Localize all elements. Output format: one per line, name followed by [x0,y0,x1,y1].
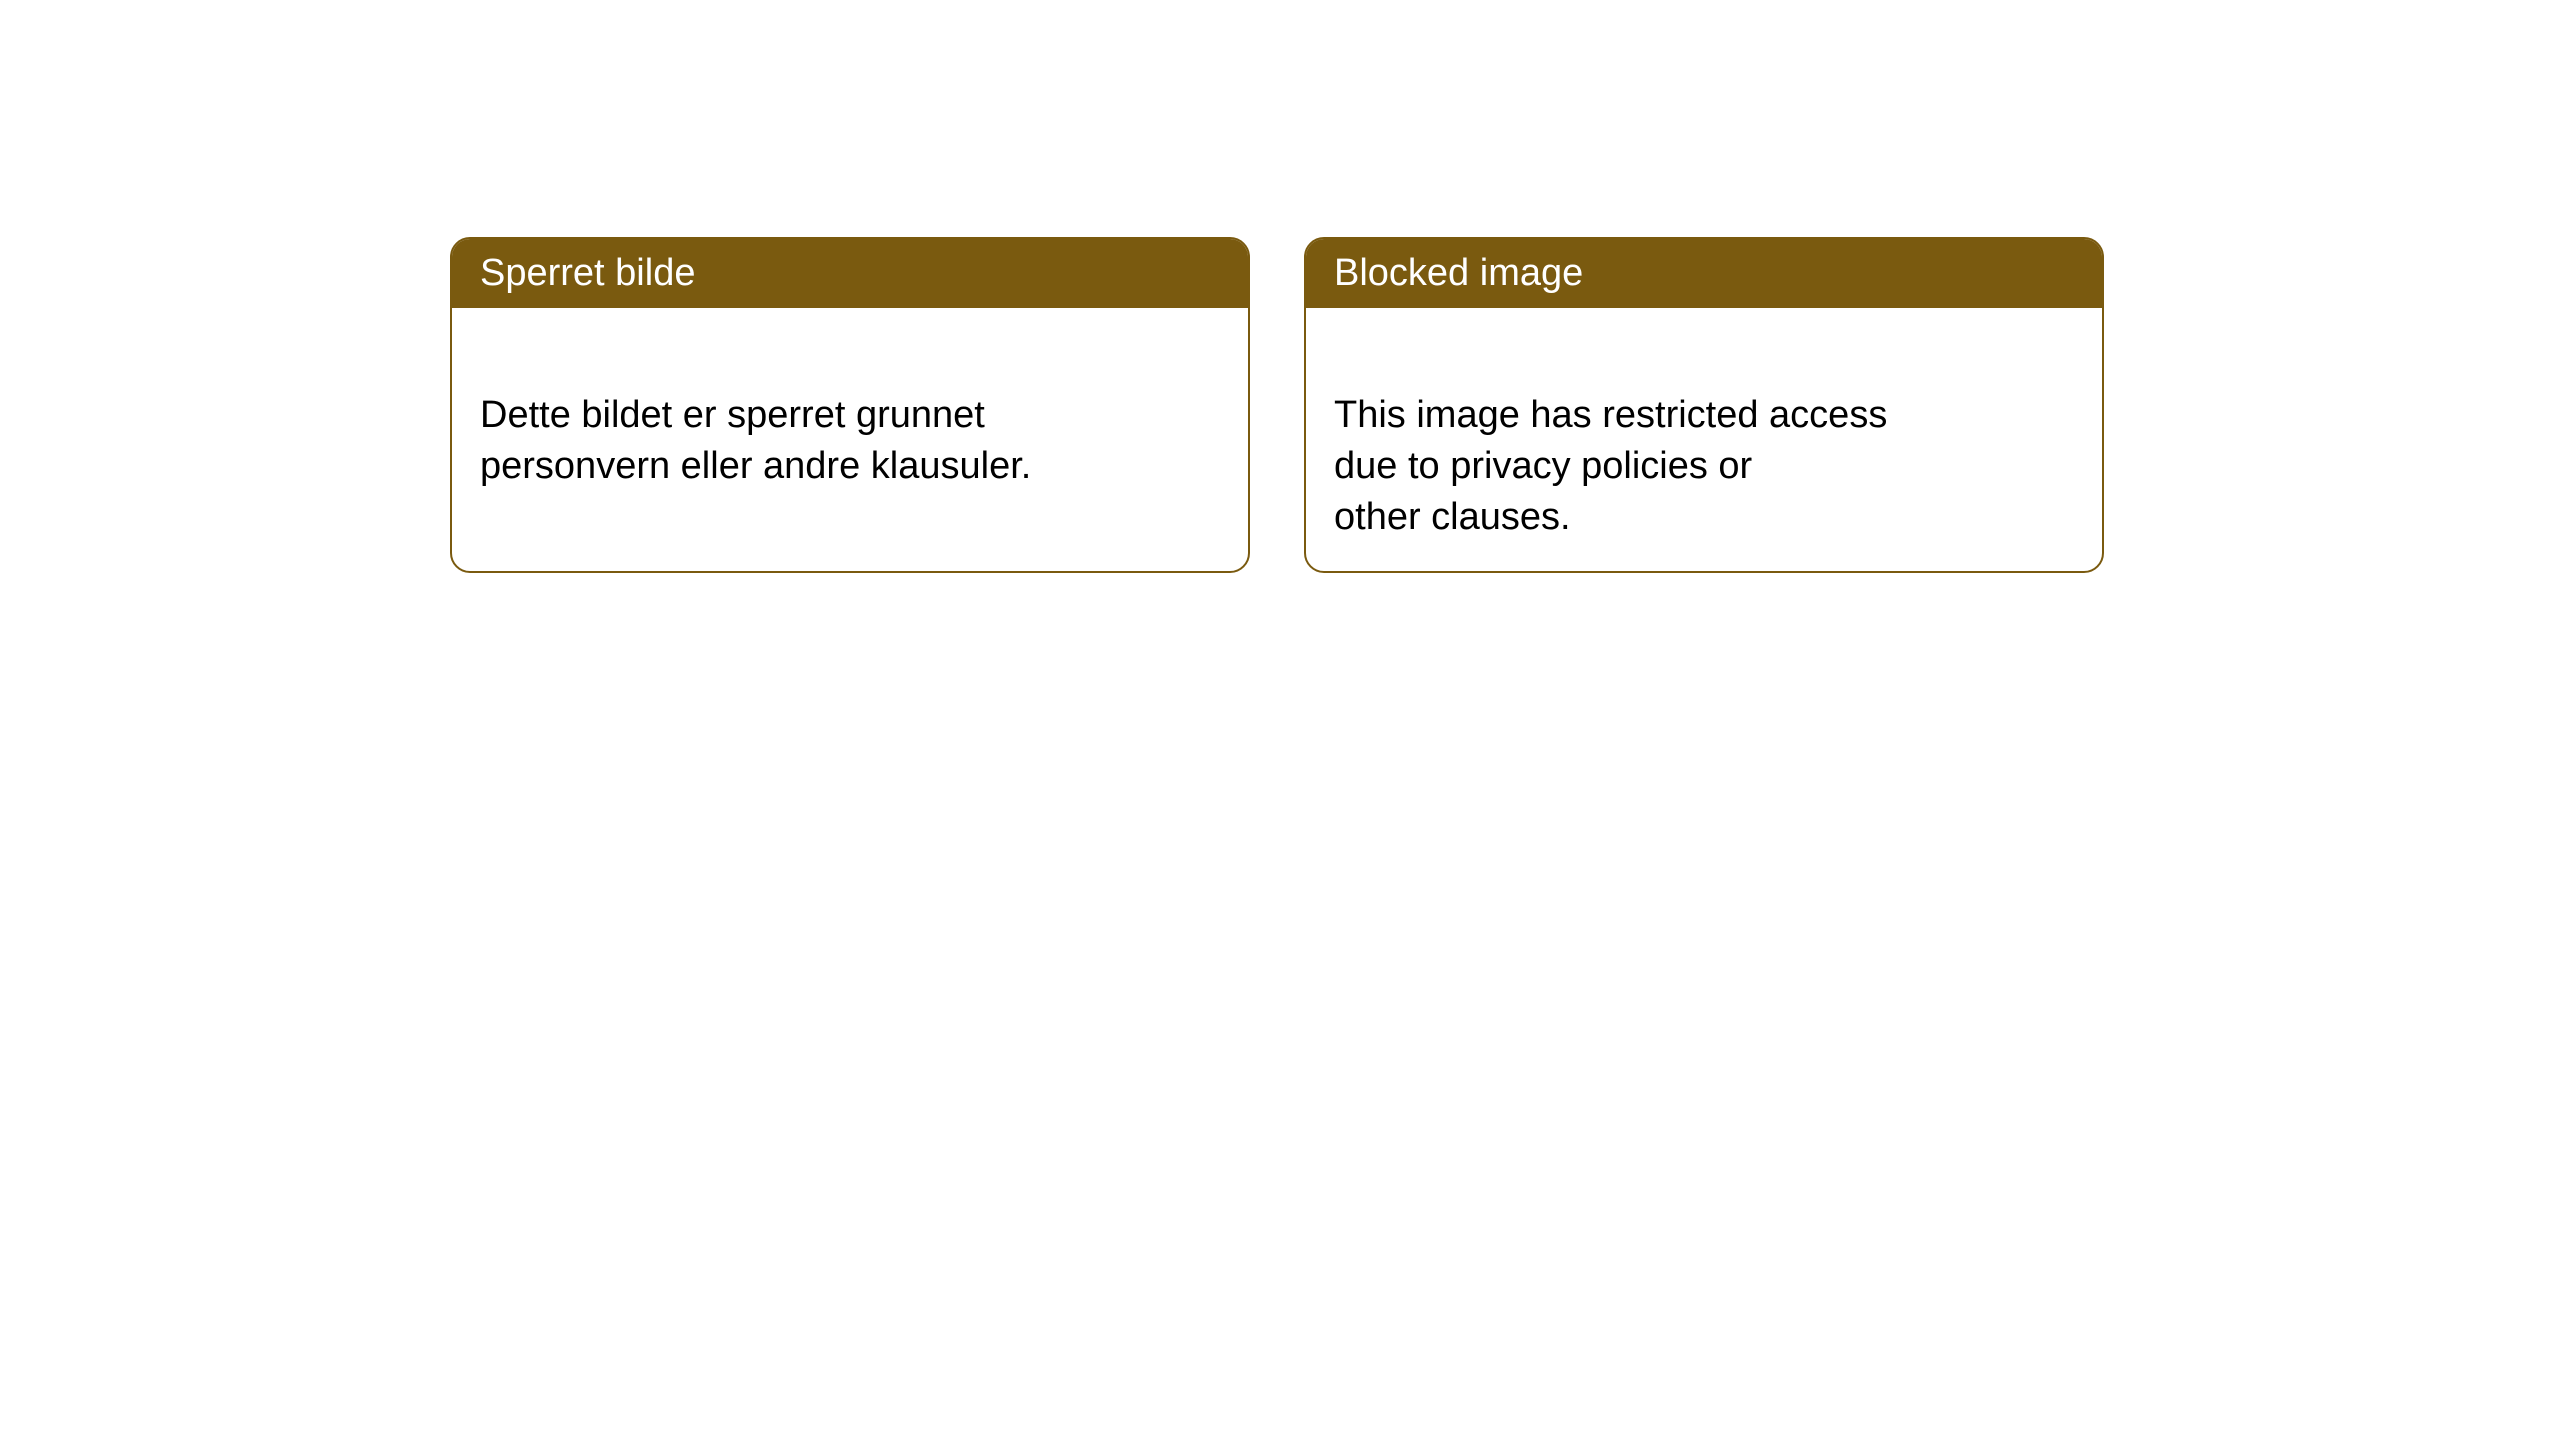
notice-box-english: Blocked image This image has restricted … [1304,237,2104,573]
notice-body-text: This image has restricted access due to … [1334,394,1887,539]
notice-header: Blocked image [1306,239,2102,308]
notice-body: Dette bildet er sperret grunnet personve… [452,308,1248,522]
notice-title: Blocked image [1334,252,1583,294]
notice-header: Sperret bilde [452,239,1248,308]
notice-body-text: Dette bildet er sperret grunnet personve… [480,394,1031,487]
notice-body: This image has restricted access due to … [1306,308,2102,573]
notice-box-norwegian: Sperret bilde Dette bildet er sperret gr… [450,237,1250,573]
notice-title: Sperret bilde [480,252,695,294]
notice-container: Sperret bilde Dette bildet er sperret gr… [0,0,2560,573]
